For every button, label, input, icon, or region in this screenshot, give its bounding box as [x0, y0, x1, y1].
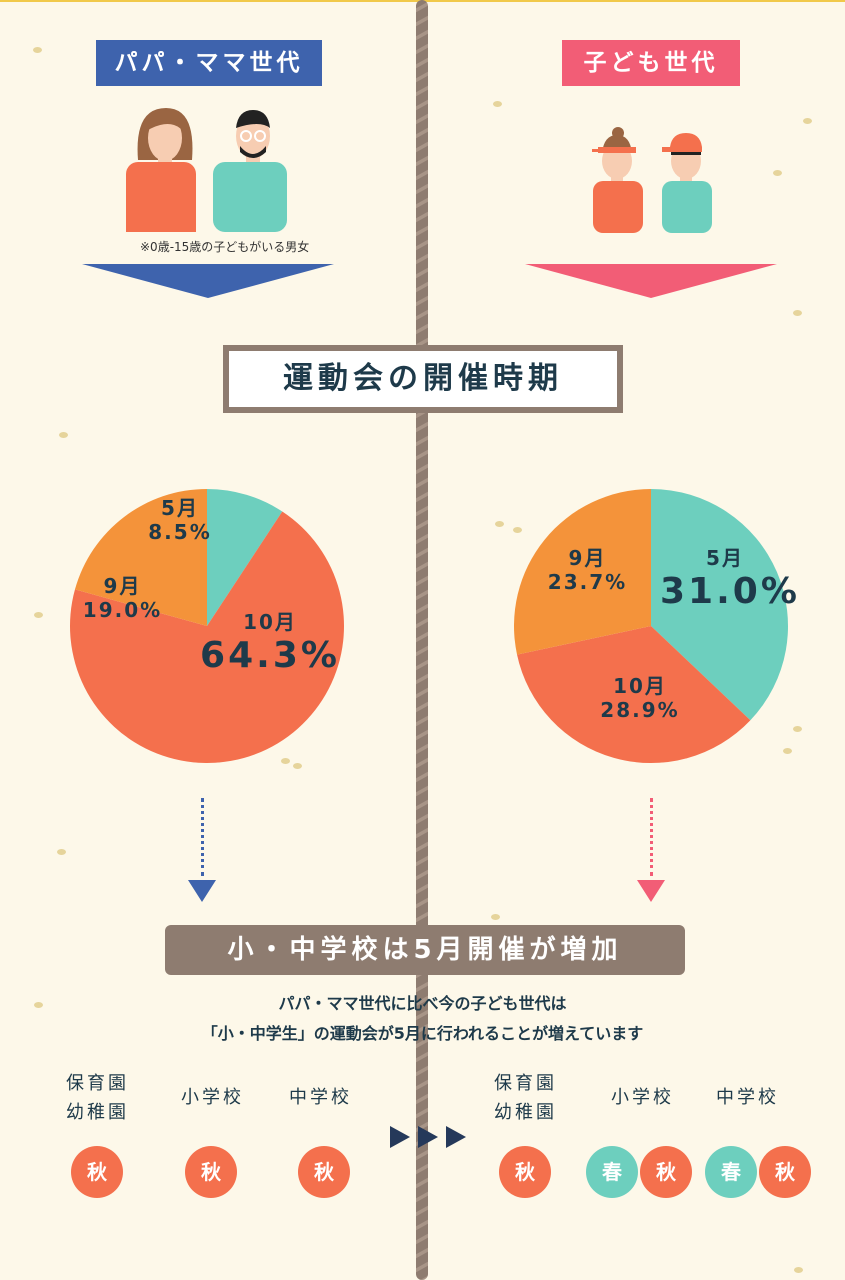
child-dotted-line: [650, 798, 653, 876]
girl-figure: [592, 127, 643, 233]
parent-october-month: 10月: [243, 610, 297, 634]
parent-pie-slice-october: [70, 511, 344, 763]
parent-september-label: 9月 19.0%: [75, 574, 170, 622]
parent-dotted-line: [201, 798, 204, 876]
parent-nursery-autumn-badge: 秋: [71, 1146, 123, 1198]
parent-october-label: 10月 64.3%: [195, 610, 345, 677]
parent-pie-slice-may: [207, 489, 283, 626]
child-junior-high-spring-badge: 春: [705, 1146, 757, 1198]
parent-pie-chart: [70, 489, 344, 763]
parent-junior-high-autumn-badge: 秋: [298, 1146, 350, 1198]
child-school-elementary: 小学校: [611, 1087, 674, 1108]
parent-september-month: 9月: [103, 574, 142, 598]
conclusion-banner: 小・中学校は5月開催が増加: [165, 925, 685, 975]
child-pie-slice-september: [514, 489, 651, 655]
child-junior-high-autumn-badge: 秋: [759, 1146, 811, 1198]
parent-school-junior-high: 中学校: [289, 1087, 352, 1108]
rope-divider: [416, 0, 428, 1280]
parent-pie-slice-september: [74, 489, 207, 626]
child-october-month: 10月: [613, 674, 667, 698]
child-may-month: 5月: [706, 546, 744, 570]
parent-figures-illustration: [126, 108, 287, 232]
child-pie-chart: [514, 489, 788, 763]
child-september-value: 23.7%: [547, 570, 628, 594]
mother-figure: [126, 108, 196, 232]
parent-arrow-down-icon: [82, 264, 334, 298]
child-elementary-autumn-badge: 秋: [640, 1146, 692, 1198]
child-pie-slice-october: [517, 626, 751, 763]
child-generation-label: 子ども世代: [562, 40, 740, 86]
section-title: 運動会の開催時期: [223, 345, 623, 413]
child-pie-slice-may: [651, 489, 788, 721]
child-figures-illustration: [592, 127, 712, 233]
child-elementary-spring-badge: 春: [586, 1146, 638, 1198]
parent-school-elementary: 小学校: [181, 1087, 244, 1108]
child-september-label: 9月 23.7%: [535, 546, 640, 594]
parent-september-value: 19.0%: [82, 598, 163, 622]
child-school-junior-high: 中学校: [716, 1087, 779, 1108]
child-small-arrow-icon: [637, 880, 665, 902]
child-may-value: 31.0%: [660, 571, 800, 612]
age-note: ※0歳-15歳の子どもがいる男女: [140, 240, 310, 254]
parent-may-month: 5月: [161, 496, 199, 520]
conclusion-line-1: パパ・ママ世代に比べ今の子ども世代は: [278, 994, 567, 1013]
child-nursery-autumn-badge: 秋: [499, 1146, 551, 1198]
parent-october-value: 64.3%: [200, 635, 340, 676]
child-may-label: 5月 31.0%: [660, 546, 800, 613]
parent-small-arrow-icon: [188, 880, 216, 902]
child-arrow-down-icon: [525, 264, 777, 298]
parent-may-value: 8.5%: [148, 520, 212, 544]
parent-elementary-autumn-badge: 秋: [185, 1146, 237, 1198]
parent-generation-label: パパ・ママ世代: [96, 40, 322, 86]
child-school-nursery: 保育園 幼稚園: [494, 1073, 557, 1123]
parent-school-nursery: 保育園 幼稚園: [66, 1073, 129, 1123]
child-october-label: 10月 28.9%: [585, 674, 695, 722]
child-september-month: 9月: [568, 546, 607, 570]
conclusion-line-2: 「小・中学生」の運動会が5月に行われることが増えています: [201, 1024, 644, 1043]
father-figure: [213, 110, 287, 232]
parent-may-label: 5月 8.5%: [140, 496, 220, 544]
child-october-value: 28.9%: [600, 698, 680, 722]
boy-figure: [662, 133, 712, 233]
